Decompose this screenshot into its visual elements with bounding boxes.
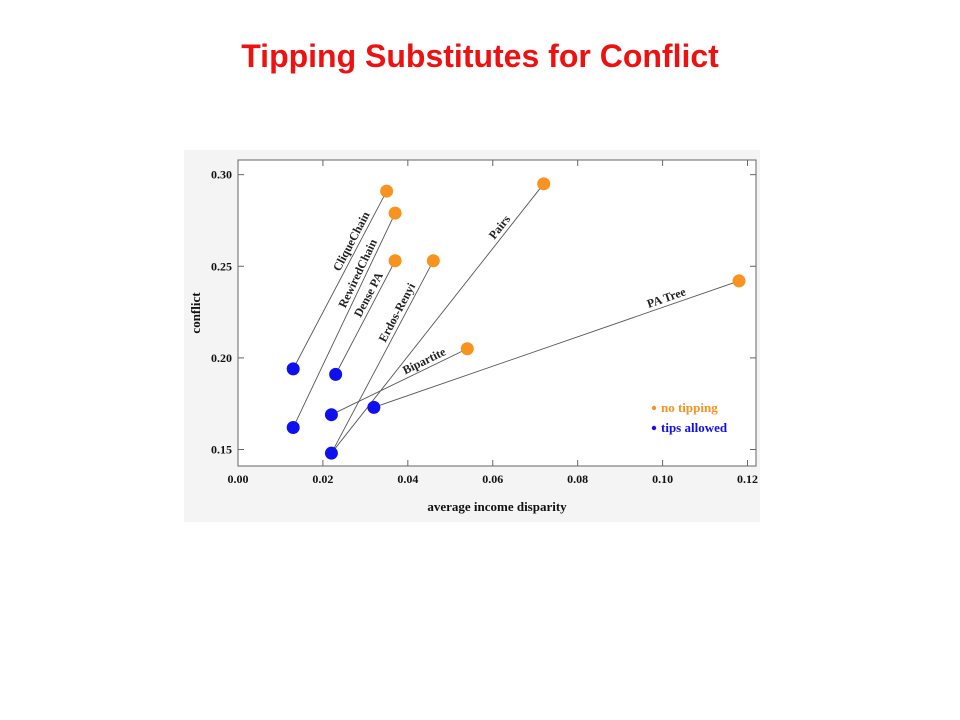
data-point [324, 408, 338, 422]
link-line [335, 260, 396, 375]
data-point [286, 421, 300, 435]
y-tick-label: 0.20 [211, 351, 232, 365]
data-point [537, 177, 551, 191]
data-point [329, 367, 343, 381]
y-tick-label: 0.25 [211, 259, 232, 273]
legend-label: tips allowed [661, 420, 728, 435]
x-axis-label: average income disparity [427, 499, 567, 514]
scatter-chart: 0.00 0.02 0.04 0.06 0.08 0.10 0.12 0.15 0.20 0.25… [184, 150, 760, 522]
link-line [373, 280, 740, 408]
x-tick-label: 0.08 [567, 472, 588, 486]
x-tick-label: 0.12 [737, 472, 758, 486]
y-tick-label: 0.15 [211, 443, 232, 457]
y-tick-label: 0.30 [211, 168, 232, 182]
data-point [367, 400, 381, 414]
x-tick-label: 0.02 [312, 472, 333, 486]
data-point [388, 206, 402, 220]
x-tick-label: 0.10 [652, 472, 673, 486]
data-point [460, 342, 474, 356]
link-line [292, 190, 388, 370]
link-line [292, 212, 396, 428]
link-line [331, 260, 434, 454]
data-point [380, 184, 394, 198]
data-point [388, 254, 402, 268]
data-point [286, 362, 300, 376]
link-line [331, 348, 468, 416]
x-tick-label: 0.00 [228, 472, 249, 486]
x-tick-label: 0.06 [482, 472, 503, 486]
data-point [732, 274, 746, 288]
legend-marker [651, 405, 657, 411]
y-axis-label: conflict [188, 292, 203, 334]
data-point [324, 446, 338, 460]
link-line [331, 183, 545, 454]
data-point [426, 254, 440, 268]
plot-frame [237, 159, 757, 467]
x-tick-label: 0.04 [397, 472, 418, 486]
slide-title: Tipping Substitutes for Conflict [241, 38, 719, 74]
legend-marker [651, 425, 657, 431]
legend-label: no tipping [661, 400, 718, 415]
